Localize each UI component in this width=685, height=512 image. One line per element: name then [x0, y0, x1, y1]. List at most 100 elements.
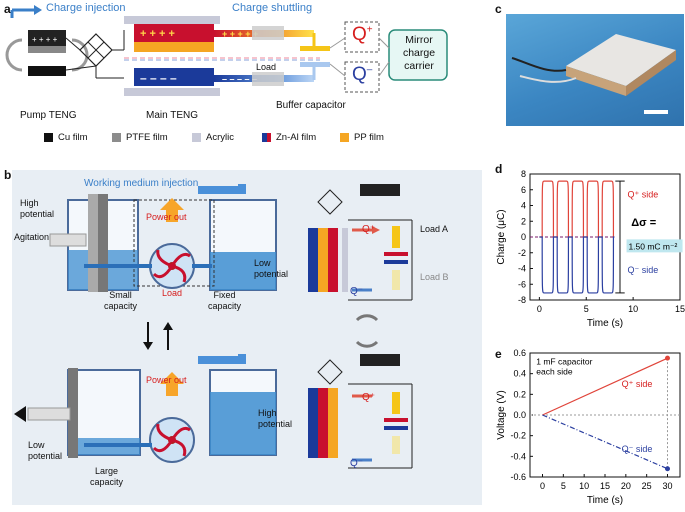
working-medium-label: Working medium injection	[84, 178, 199, 189]
y-tick-label: -8	[518, 295, 526, 305]
mirror-line-1: Mirror	[405, 34, 433, 46]
device-photo	[506, 14, 684, 126]
delta-value-label: 1.50 mC m⁻²	[628, 241, 677, 251]
charge-chart: 8 6 4 2 0 -2 -4 -6 -8 0 5 10 15 Time (s) Charge (μC) Q⁺…	[496, 169, 685, 329]
x-axis-label: Time (s)	[587, 495, 623, 506]
x-tick-label: 5	[584, 304, 589, 314]
panel-label-b: b	[4, 168, 12, 182]
x-tick-label: 10	[579, 481, 589, 491]
agitation-label: Agitation	[14, 232, 50, 242]
main-teng-label: Main TENG	[146, 110, 199, 121]
legend-cu: Cu film	[44, 132, 88, 143]
charge-injection-label: Charge injection	[46, 2, 126, 14]
y-tick-label: -0.2	[510, 431, 526, 441]
q-plus-side-label: Q⁺ side	[622, 379, 653, 389]
x-tick-label: 15	[600, 481, 610, 491]
y-tick-label: 0.4	[513, 369, 526, 379]
charge-shuttling-label: Charge shuttling	[232, 2, 313, 14]
y-axis-label: Charge (μC)	[496, 209, 507, 264]
mirror-line-3: carrier	[404, 60, 434, 72]
q-plus-b-label: Q⁺	[362, 224, 376, 235]
y-tick-label: 0.2	[513, 389, 526, 399]
panel-label-e: e	[495, 347, 502, 361]
series-line-0	[542, 357, 668, 416]
load-b-label: Load B	[420, 272, 449, 282]
load-label-b: Load	[162, 288, 183, 298]
legend-ptfe: PTFE film	[112, 132, 168, 143]
panel-label-a: a	[4, 2, 11, 16]
legend-znal: Zn-Al film	[262, 132, 316, 143]
main-teng: + + + + – – – –	[124, 16, 220, 96]
mirror-charge-carrier: Mirror charge carrier	[391, 34, 447, 73]
x-tick-label: 0	[537, 304, 542, 314]
high-potential-label-2: High potential	[258, 408, 293, 429]
load-label: Load	[256, 62, 277, 72]
y-tick-label: 0	[521, 232, 526, 242]
q-plus-side-label: Q⁺ side	[628, 190, 659, 200]
q-plus-label: Q+	[352, 24, 373, 45]
y-tick-label: -0.4	[510, 451, 526, 461]
q-minus-b2-label: Q⁻	[350, 458, 364, 469]
q-minus-side-label: Q⁻ side	[628, 265, 659, 275]
q-minus-side-label: Q⁻ side	[622, 444, 653, 454]
svg-text:– – – – –: – – – – –	[222, 74, 257, 84]
load-bottom	[252, 72, 284, 86]
svg-text:+ + + +: + + + +	[140, 28, 175, 40]
y-axis-label: Voltage (V)	[496, 390, 507, 439]
panel-label-d: d	[495, 162, 503, 176]
low-potential-label: Low potential	[254, 258, 289, 279]
delta-sigma-label: Δσ =	[631, 217, 656, 229]
load-top	[252, 26, 284, 40]
series-line-1	[542, 414, 668, 470]
voltage-chart: 0.6 0.4 0.2 0.0 -0.2 -0.4 -0.6 0 5 10 15 20 25 30 Time…	[496, 348, 681, 506]
q-minus-b-label: Q⁻	[350, 286, 364, 297]
panel-b-diagram	[14, 184, 413, 469]
x-tick-label: 10	[628, 304, 638, 314]
power-out-label-2: Power out	[146, 375, 187, 385]
y-tick-label: -6	[518, 279, 526, 289]
power-out-label: Power out	[146, 212, 187, 222]
small-capacity-label: Small capacity	[104, 290, 138, 311]
y-tick-label: 2	[521, 216, 526, 226]
series-end-point-1	[665, 466, 670, 472]
legend-pp: PP film	[340, 132, 384, 143]
pump-teng-label: Pump TENG	[20, 110, 77, 121]
x-tick-label: 20	[621, 481, 631, 491]
mirror-line-2: charge	[402, 47, 436, 59]
x-axis-label: Time (s)	[587, 318, 623, 329]
series-line-0	[539, 180, 615, 238]
large-capacity-label: Large capacity	[90, 466, 124, 487]
y-tick-label: 4	[521, 201, 526, 211]
x-tick-label: 15	[675, 304, 685, 314]
legend-acrylic: Acrylic	[192, 132, 234, 143]
series-line-1	[539, 236, 615, 294]
x-tick-label: 5	[561, 481, 566, 491]
y-tick-label: 0.0	[513, 410, 526, 420]
delta-value-bg	[626, 239, 683, 253]
panel-a-diagram: + + + + + + + + – – – –	[5, 5, 448, 96]
load-a-label: Load A	[420, 224, 449, 234]
y-tick-label: 6	[521, 185, 526, 195]
high-potential-label: High potential	[20, 198, 55, 219]
buffer-capacitor	[300, 33, 330, 80]
y-tick-label: 0.6	[513, 348, 526, 358]
y-tick-label: 8	[521, 169, 526, 179]
y-tick-label: -2	[518, 248, 526, 258]
note-line-1: 1 mF capacitor	[536, 356, 592, 366]
series-end-point-0	[665, 355, 670, 361]
q-minus-label: Q–	[352, 64, 373, 85]
y-tick-label: -4	[518, 264, 526, 274]
buffer-capacitor-label: Buffer capacitor	[276, 100, 346, 111]
svg-text:– – – –: – – – –	[140, 71, 177, 85]
x-tick-label: 0	[540, 481, 545, 491]
y-tick-label: -0.6	[510, 472, 526, 482]
svg-text:+ + + +: + + + +	[32, 35, 58, 44]
svg-text:+ + + + +: + + + + +	[222, 29, 258, 39]
note-line-2: each side	[536, 367, 573, 377]
panel-label-c: c	[495, 2, 502, 16]
x-tick-label: 25	[642, 481, 652, 491]
fixed-capacity-label: Fixed capacity	[208, 290, 242, 311]
q-plus-b2-label: Q⁺	[362, 392, 376, 403]
x-tick-label: 30	[662, 481, 672, 491]
low-potential-label-2: Low potential	[28, 440, 63, 461]
